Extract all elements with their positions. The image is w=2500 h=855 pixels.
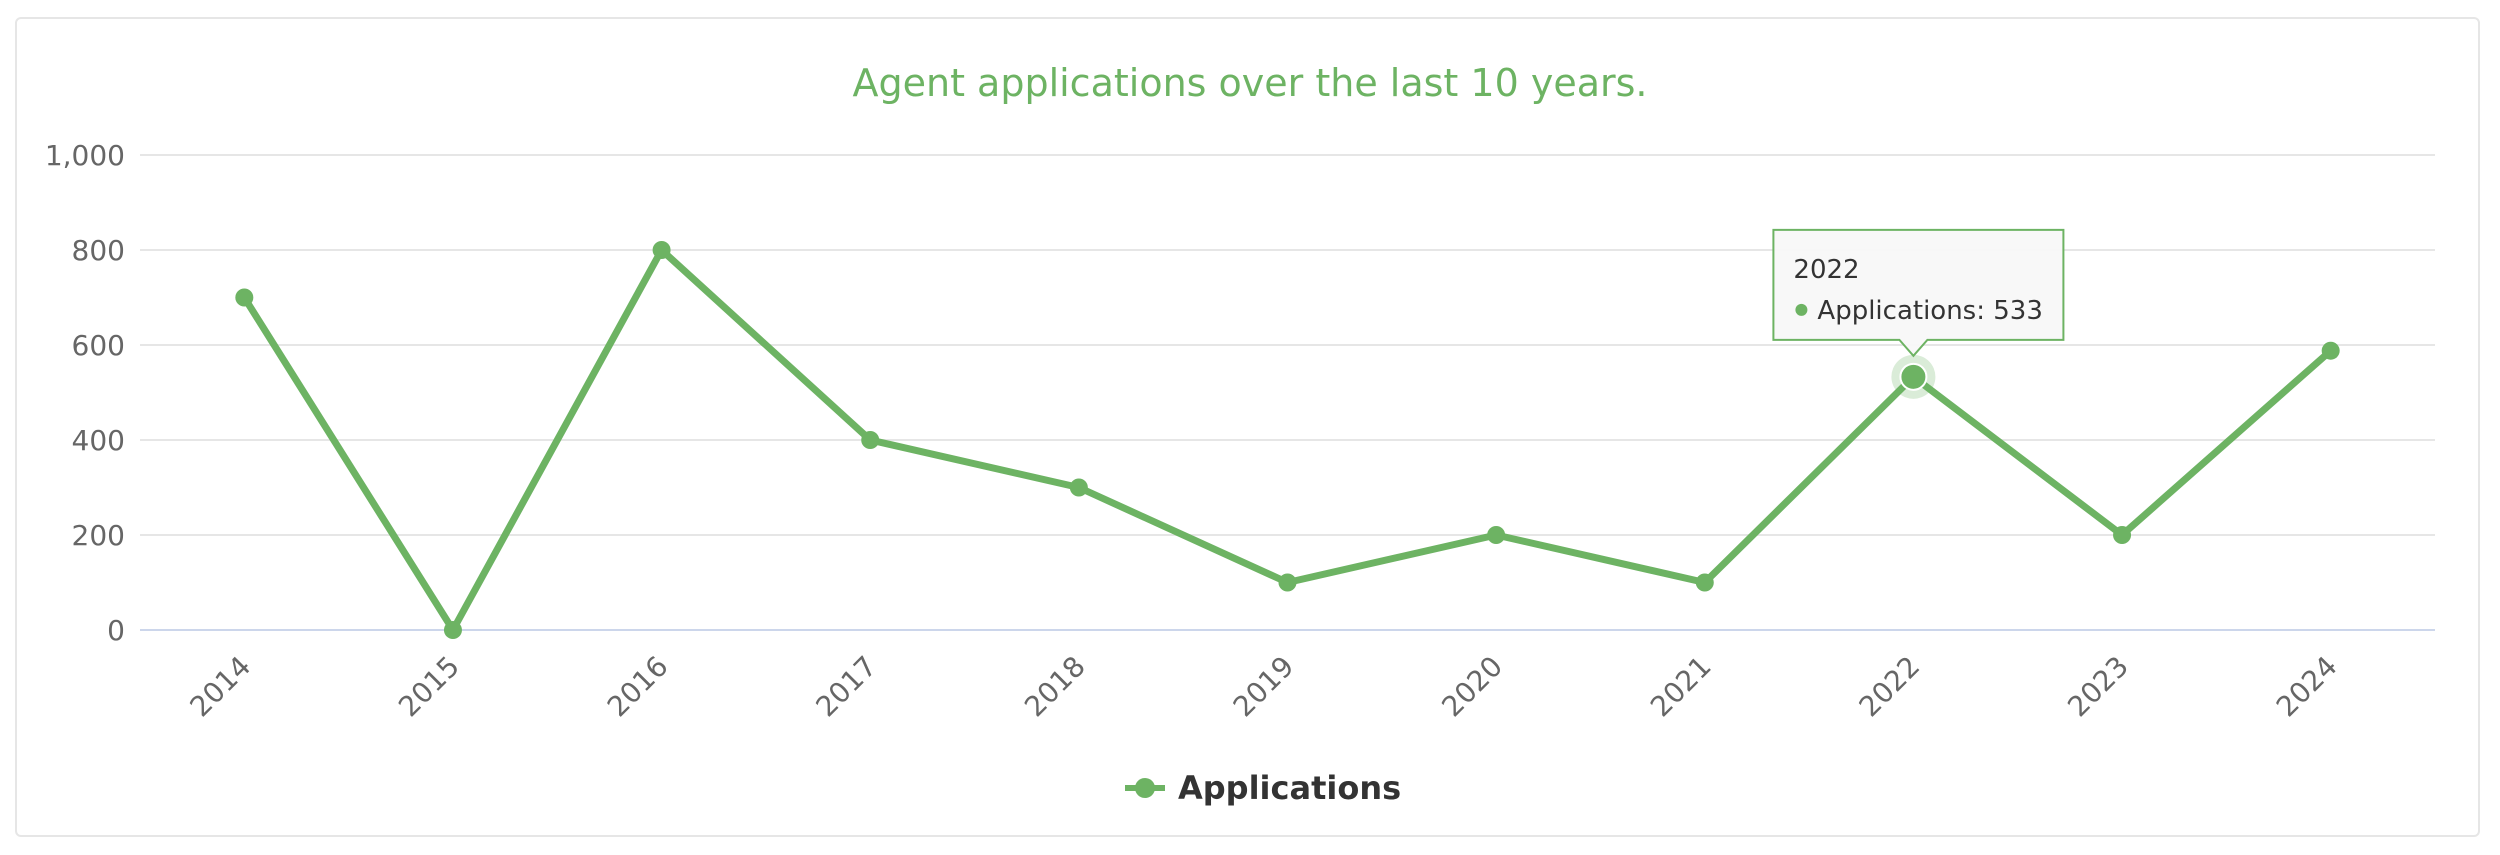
y-tick-label: 800 — [72, 234, 125, 267]
x-tick-label: 2023 — [2061, 650, 2135, 724]
data-point — [1278, 573, 1297, 592]
grid-lines — [140, 154, 2435, 631]
data-point — [443, 621, 462, 639]
tooltip-bullet — [1795, 303, 1808, 316]
y-axis: 0 200 400 600 800 1,000 — [45, 139, 125, 647]
x-tick-label: 2019 — [1227, 650, 1301, 724]
y-tick-label: 200 — [72, 519, 125, 552]
chart-card — [15, 17, 2480, 837]
x-tick-label: 2021 — [1644, 650, 1718, 724]
tooltip-value: Applications: 533 — [1817, 296, 2042, 326]
x-tick-label: 2020 — [1435, 650, 1509, 724]
y-tick-label: 400 — [72, 424, 125, 457]
tooltip: 2022 Applications: 533 — [1772, 228, 2065, 358]
tooltip-category: 2022 — [1793, 255, 1859, 285]
x-tick-label: 2017 — [809, 650, 883, 724]
data-point — [2321, 341, 2340, 360]
data-point — [861, 431, 880, 449]
chart-title: Agent applications over the last 10 year… — [852, 61, 1647, 105]
x-tick-label: 2015 — [392, 650, 466, 724]
data-point — [1695, 573, 1714, 592]
y-tick-label: 600 — [72, 329, 125, 362]
tooltip-box — [1772, 228, 2065, 358]
x-tick-label: 2022 — [1853, 650, 1927, 724]
data-point — [652, 241, 671, 259]
x-tick-label: 2024 — [2270, 650, 2344, 724]
y-tick-label: 1,000 — [45, 139, 125, 172]
x-tick-label: 2018 — [1018, 650, 1092, 724]
data-point — [1487, 526, 1506, 544]
series-applications — [235, 241, 2340, 639]
legend[interactable]: Applications — [1125, 769, 1401, 807]
data-point — [1899, 362, 1928, 391]
data-point — [235, 288, 254, 307]
x-tick-label: 2016 — [601, 650, 675, 724]
y-tick-label: 0 — [107, 614, 125, 647]
data-point — [2113, 526, 2132, 544]
x-axis: 2014 2015 2016 2017 2018 2019 2020 2021 2022 2023… — [184, 650, 2344, 724]
x-tick-label: 2014 — [184, 650, 258, 724]
legend-dot-marker — [1135, 778, 1155, 798]
legend-label-applications[interactable]: Applications — [1178, 769, 1401, 807]
data-point — [1069, 478, 1088, 497]
